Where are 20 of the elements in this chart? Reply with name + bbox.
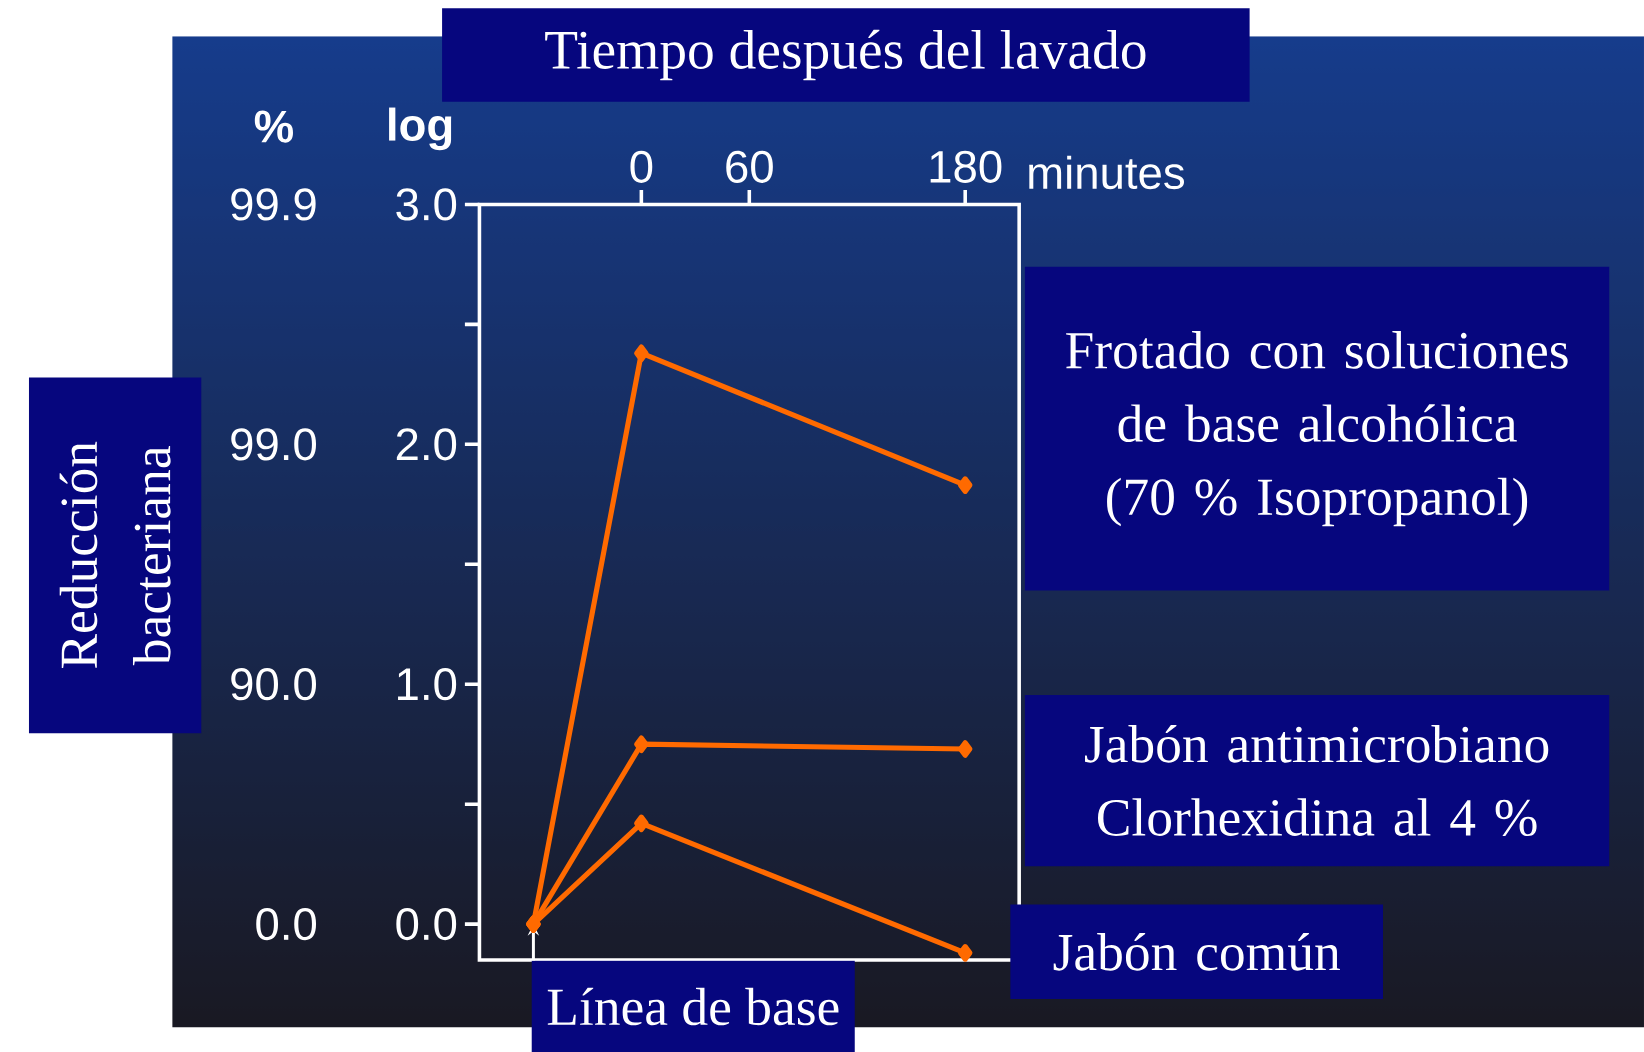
y-axis-title: log: [389, 107, 452, 150]
text: 99.9: [231, 188, 316, 221]
series-label: Jabón común: [1053, 932, 1340, 971]
x-tick-label: 60: [726, 150, 773, 183]
x-axis-title: minutes: [1029, 155, 1185, 189]
y-tick-label: 0.0: [396, 907, 457, 940]
chart-title: Tiempo después del lavado: [545, 29, 1146, 80]
text: 0.0: [256, 907, 317, 940]
series-label: Frotado con soluciones de base alcohólica (70 % Isopropanol): [1066, 330, 1568, 526]
y-tick-label: 1.0: [398, 667, 457, 701]
text: %: [254, 110, 293, 143]
annotation: Línea de base: [547, 987, 839, 1026]
text: Reducción bacteriana: [59, 441, 171, 668]
y-tick-label: 2.0: [396, 427, 457, 461]
y-tick-label: 3.0: [396, 188, 457, 221]
text: Jabón antimicrobiano Clorhexidina al 4 %: [1085, 724, 1549, 836]
x-tick-label: 180: [930, 150, 1002, 183]
x-tick-label: 0: [630, 150, 653, 183]
text: 99.0: [231, 427, 317, 461]
text: 90.0: [231, 667, 317, 701]
